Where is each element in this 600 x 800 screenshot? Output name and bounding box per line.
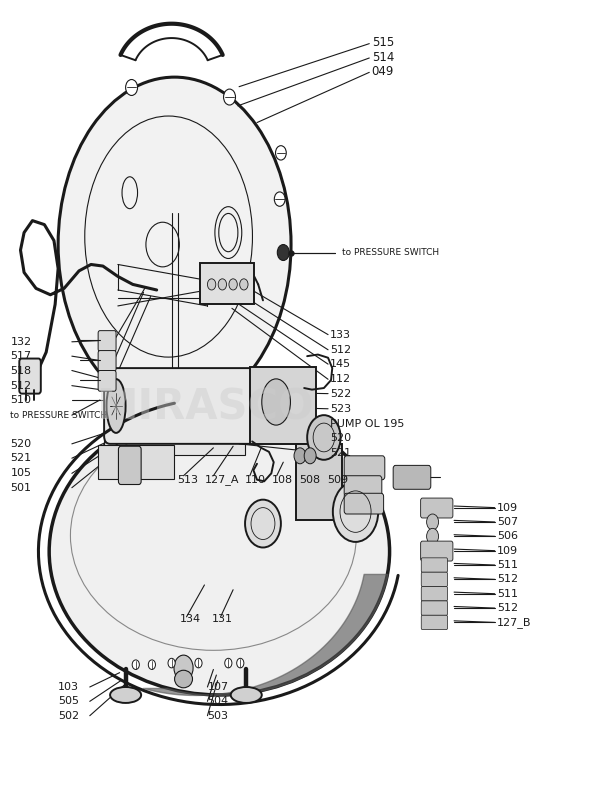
- Text: PUMP OL 195: PUMP OL 195: [330, 419, 404, 429]
- Circle shape: [132, 660, 139, 670]
- Text: 134: 134: [179, 614, 200, 624]
- Circle shape: [427, 514, 439, 530]
- Text: 105: 105: [10, 468, 31, 478]
- FancyBboxPatch shape: [421, 498, 453, 518]
- FancyBboxPatch shape: [118, 446, 141, 485]
- FancyBboxPatch shape: [98, 445, 174, 479]
- Ellipse shape: [231, 687, 262, 703]
- Text: 510: 510: [10, 395, 31, 405]
- Text: 520: 520: [10, 439, 31, 449]
- Text: 515: 515: [371, 36, 394, 50]
- Circle shape: [125, 79, 137, 95]
- Text: 109: 109: [497, 546, 518, 556]
- Text: 109: 109: [497, 502, 518, 513]
- Circle shape: [427, 528, 439, 544]
- Circle shape: [229, 279, 237, 290]
- Text: 522: 522: [330, 389, 351, 398]
- Text: 127_A: 127_A: [205, 474, 239, 485]
- Text: 131: 131: [212, 614, 233, 624]
- Text: 508: 508: [299, 474, 320, 485]
- Text: 112: 112: [330, 374, 351, 384]
- FancyBboxPatch shape: [104, 368, 256, 444]
- Circle shape: [274, 192, 285, 206]
- Text: 145: 145: [330, 359, 351, 369]
- FancyBboxPatch shape: [200, 263, 254, 303]
- Text: 513: 513: [178, 474, 199, 485]
- FancyBboxPatch shape: [344, 494, 383, 514]
- Circle shape: [225, 658, 232, 668]
- Circle shape: [307, 415, 341, 460]
- Text: 502: 502: [58, 710, 79, 721]
- Circle shape: [239, 279, 248, 290]
- Text: 514: 514: [371, 50, 394, 64]
- FancyBboxPatch shape: [344, 456, 385, 480]
- Circle shape: [245, 500, 281, 547]
- Text: 108: 108: [272, 474, 293, 485]
- Circle shape: [294, 448, 306, 464]
- FancyBboxPatch shape: [421, 601, 448, 615]
- FancyBboxPatch shape: [104, 433, 245, 455]
- Ellipse shape: [110, 687, 141, 703]
- Circle shape: [236, 658, 244, 668]
- Text: 517: 517: [10, 351, 31, 361]
- Circle shape: [195, 658, 202, 668]
- Text: 103: 103: [58, 682, 79, 692]
- Text: 518: 518: [10, 366, 31, 375]
- FancyBboxPatch shape: [421, 541, 453, 561]
- FancyBboxPatch shape: [19, 358, 41, 394]
- Text: 107: 107: [208, 682, 229, 692]
- FancyBboxPatch shape: [296, 444, 343, 519]
- Circle shape: [224, 89, 235, 105]
- Text: 049: 049: [371, 65, 394, 78]
- Text: 506: 506: [497, 531, 518, 542]
- Text: 133: 133: [330, 330, 351, 340]
- Text: 512: 512: [330, 345, 351, 354]
- Circle shape: [168, 658, 175, 668]
- Text: 509: 509: [327, 474, 348, 485]
- FancyBboxPatch shape: [421, 586, 448, 601]
- Text: 521: 521: [330, 449, 351, 458]
- Text: 507: 507: [497, 517, 518, 527]
- FancyBboxPatch shape: [98, 350, 116, 371]
- Ellipse shape: [175, 670, 193, 688]
- Text: 520: 520: [330, 434, 351, 443]
- Ellipse shape: [107, 379, 125, 433]
- Text: 505: 505: [58, 696, 79, 706]
- Text: 512: 512: [497, 603, 518, 613]
- FancyBboxPatch shape: [421, 615, 448, 630]
- Text: 511: 511: [497, 589, 518, 598]
- Text: 523: 523: [330, 404, 351, 414]
- Text: 521: 521: [10, 453, 31, 463]
- Circle shape: [208, 279, 216, 290]
- Circle shape: [304, 448, 316, 464]
- Ellipse shape: [58, 77, 291, 412]
- Text: 503: 503: [208, 710, 229, 721]
- Text: 512: 512: [10, 381, 31, 390]
- FancyBboxPatch shape: [393, 466, 431, 490]
- Circle shape: [333, 482, 378, 542]
- FancyBboxPatch shape: [98, 330, 116, 351]
- Text: 110: 110: [245, 474, 266, 485]
- FancyBboxPatch shape: [250, 366, 316, 444]
- FancyBboxPatch shape: [98, 370, 116, 391]
- Text: MIRASCO: MIRASCO: [95, 387, 313, 429]
- Text: 512: 512: [497, 574, 518, 584]
- Text: 127_B: 127_B: [497, 617, 532, 628]
- Text: 511: 511: [497, 560, 518, 570]
- Text: 501: 501: [10, 482, 31, 493]
- Ellipse shape: [49, 408, 389, 695]
- Circle shape: [277, 245, 289, 261]
- Circle shape: [218, 279, 227, 290]
- Text: to PRESSURE SWITCH: to PRESSURE SWITCH: [342, 248, 439, 257]
- Text: 504: 504: [208, 696, 229, 706]
- Circle shape: [174, 655, 193, 681]
- Text: 132: 132: [10, 337, 31, 347]
- FancyBboxPatch shape: [344, 476, 382, 497]
- Ellipse shape: [262, 379, 290, 425]
- FancyBboxPatch shape: [421, 572, 448, 586]
- Circle shape: [148, 660, 155, 670]
- FancyBboxPatch shape: [421, 558, 448, 572]
- Text: to PRESSURE SWITCH: to PRESSURE SWITCH: [10, 410, 107, 420]
- Circle shape: [275, 146, 286, 160]
